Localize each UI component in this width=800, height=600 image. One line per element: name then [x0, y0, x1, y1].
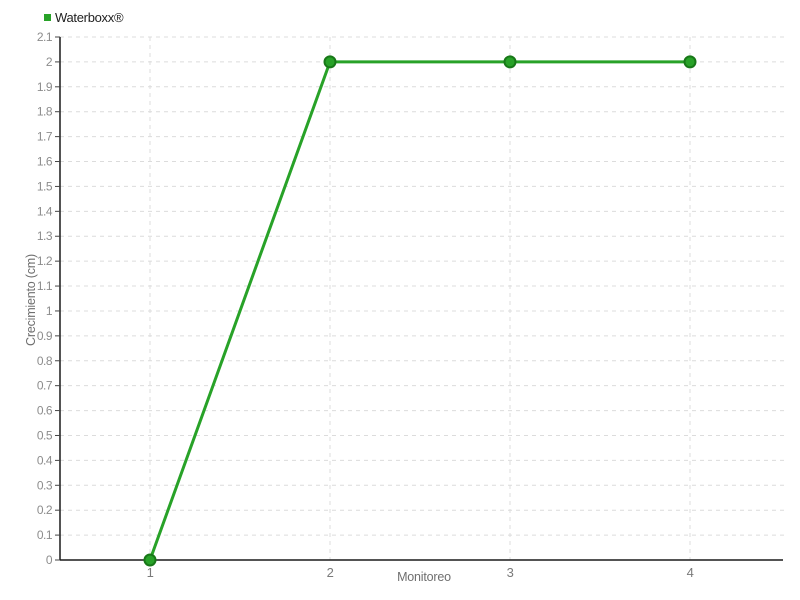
x-tick-label: 1 [147, 565, 154, 580]
y-tick-label: 1.1 [37, 279, 53, 293]
y-tick-label: 1.6 [37, 155, 53, 169]
y-tick-label: 1.4 [37, 204, 53, 218]
y-tick-label: 0 [46, 553, 53, 567]
y-tick-label: 2.1 [37, 30, 53, 44]
y-tick-label: 0.5 [37, 428, 53, 442]
y-tick-label: 1 [46, 304, 53, 318]
y-tick-label: 2 [46, 55, 53, 69]
x-tick-label: 4 [687, 565, 694, 580]
y-tick-label: 0.2 [37, 503, 53, 517]
legend-item-waterboxx[interactable]: Waterboxx® [44, 10, 124, 25]
y-tick-label: 1.9 [37, 80, 53, 94]
y-tick-label: 1.8 [37, 105, 53, 119]
data-point-marker[interactable] [323, 55, 337, 69]
y-tick-label: 0.6 [37, 404, 53, 418]
series-line [148, 60, 692, 562]
x-tick-label: 3 [507, 565, 514, 580]
y-tick-label: 1.7 [37, 130, 53, 144]
y-tick-label: 1.5 [37, 179, 53, 193]
y-tick-label: 1.2 [37, 254, 53, 268]
y-tick-label: 0.8 [37, 354, 53, 368]
data-point-marker[interactable] [683, 55, 697, 69]
y-tick-label: 0.7 [37, 379, 53, 393]
x-axis-title: Monitoreo [397, 570, 451, 584]
y-axis-title: Crecimiento (cm) [24, 254, 38, 346]
y-tick-label: 0.3 [37, 478, 53, 492]
x-tick-label: 2 [327, 565, 334, 580]
y-tick-label: 1.3 [37, 229, 53, 243]
y-tick-label: 0.1 [37, 528, 53, 542]
legend-swatch-icon [44, 14, 51, 21]
legend-label: Waterboxx® [55, 10, 124, 25]
data-point-marker[interactable] [503, 55, 517, 69]
y-tick-label: 0.4 [37, 453, 53, 467]
data-point-marker[interactable] [143, 553, 157, 567]
y-tick-label: 0.9 [37, 329, 53, 343]
